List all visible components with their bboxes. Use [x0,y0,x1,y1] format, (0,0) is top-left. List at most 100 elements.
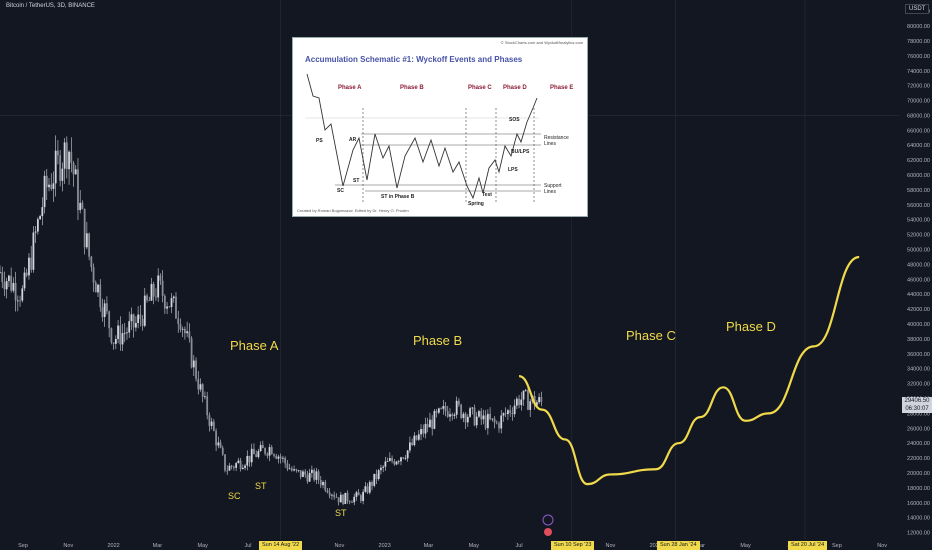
x-tick-label: 2024 [650,543,662,549]
candle [402,456,405,460]
candle [8,274,10,288]
y-tick-label: 36000.00 [907,352,930,358]
candle [212,418,215,432]
candle [335,493,338,498]
candle [449,408,451,422]
candle [473,404,476,427]
candle [101,298,104,322]
candle [88,232,91,261]
y-tick-label: 78000.00 [907,39,930,45]
candle [99,279,102,312]
candle [250,443,253,467]
candle [146,293,148,303]
support-lines-label: Support Lines [544,183,562,195]
candle [235,461,238,472]
date-marker-2[interactable]: Sun 10 Sep '23 [551,541,595,550]
candle [21,285,24,303]
annotation-phase-d: Phase D [726,319,776,334]
candle [90,255,93,272]
y-tick-label: 72000.00 [907,84,930,90]
candle [132,313,135,338]
symbol-title[interactable]: Bitcoin / TetherUS, 3D, BINANCE [6,3,95,9]
x-axis[interactable]: Sep Nov 2022 Mar May Jul Sep Nov 2023 Mar May Jul No… [18,543,887,549]
inset-title: Accumulation Schematic #1: Wyckoff Event… [305,55,523,64]
candle [493,416,496,429]
candle [348,500,351,505]
date-marker-3[interactable]: Sun 28 Jan '24 [657,541,700,550]
y-tick-label: 58000.00 [907,188,930,194]
candle [293,465,295,472]
candle [284,456,287,468]
event-icon[interactable] [542,514,554,526]
candle [406,449,409,462]
inset-phase-e: Phase E [550,85,574,91]
dividend-icon[interactable] [544,528,552,536]
candle [409,436,411,453]
candle [34,226,37,243]
candle [161,270,164,303]
y-tick-label: 12000.00 [907,531,930,537]
candle [440,407,442,410]
candle [382,465,385,473]
candle [74,165,77,175]
currency-badge[interactable]: USDT [905,4,930,14]
candle [522,390,525,407]
candle [380,464,382,475]
candle [184,326,186,340]
date-marker-4[interactable]: Sat 20 Jul '24 [788,541,828,550]
candle [475,412,478,429]
y-axis-bg [900,0,932,550]
candle [121,323,124,351]
candle [486,409,489,435]
y-tick-label: 26000.00 [907,426,930,432]
candle [315,467,318,485]
candle [226,465,229,475]
candle [328,488,331,499]
x-tick-label: 2022 [107,543,119,549]
candle [306,470,309,484]
candle [529,398,532,417]
projection-line [518,255,860,486]
y-tick-label: 44000.00 [907,292,930,298]
y-tick-label: 56000.00 [907,203,930,209]
candle [288,463,291,470]
event-bu-lps: BU/LPS [511,149,530,155]
price-candles [0,135,543,506]
candle [81,200,84,210]
candle [210,417,213,430]
candle [538,393,541,405]
y-axis[interactable]: 82000.0080000.0078000.0076000.0074000.00… [900,0,932,550]
candle [181,326,184,337]
candle [148,296,151,302]
candle [299,470,302,480]
candle [359,493,362,504]
annotation-st-1: ST [255,481,267,491]
candle [391,455,393,464]
last-price-value: 29406.50 [904,398,930,404]
date-marker-1[interactable]: Sun 14 Aug '22 [259,541,303,550]
inset-credit: Created by Roman Bogomazov. Edited by Dr… [297,208,409,213]
x-tick-label: Mar [696,543,706,549]
candle [259,441,262,452]
candle [253,443,255,455]
candle [237,457,240,464]
candle [110,327,113,345]
candle [484,410,487,431]
event-ps: PS [316,138,323,144]
candle [420,424,422,441]
candle [515,396,518,409]
candle [275,453,278,460]
candle [337,497,340,506]
candle [204,391,206,400]
candle [504,407,507,418]
candle [458,398,460,407]
candle [495,420,498,425]
candle [502,412,505,422]
candle [157,268,160,302]
x-tick-label: Jul [245,543,252,549]
candle [150,277,153,301]
candle [431,415,434,436]
candle [143,288,146,328]
candle [108,310,111,338]
